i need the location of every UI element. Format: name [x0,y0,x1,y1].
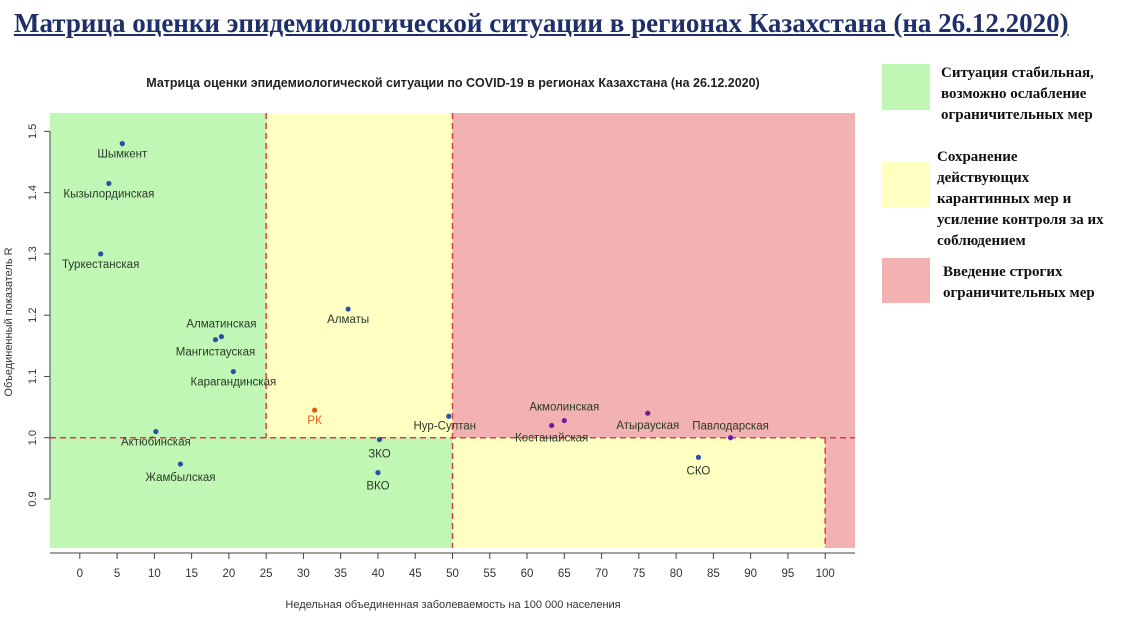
x-tick-label: 20 [222,568,235,580]
threshold-lines [50,113,855,548]
data-point [376,436,383,443]
data-point-label: Карагандинская [191,377,277,389]
legend-line: карантинных мер и [937,191,1072,207]
legend-swatch-yellow [882,162,930,208]
x-tick-label: 55 [483,568,496,580]
x-tick-label: 85 [707,568,720,580]
x-tick-label: 35 [334,568,347,580]
data-point-label: ЗКО [368,449,391,461]
data-point-label: Мангистауская [176,347,256,359]
data-point [549,422,555,429]
data-point [230,368,236,375]
legend-text-red: Введение строгих ограничительных мер [943,262,1095,304]
data-point-label: Костанайская [515,432,588,444]
y-tick-label: 1.5 [27,124,39,139]
x-tick-label: 100 [816,568,835,580]
data-points: Шымкент Кызылординская Туркестанская Алматы… [62,141,769,493]
x-tick-label: 10 [148,568,161,580]
zone-green-upper [50,113,267,438]
data-point-label: СКО [687,465,711,477]
data-point [106,180,112,187]
zone-yellow-upper [266,113,453,438]
legend-line: соблюдением [937,233,1026,249]
legend-line: усиление контроля за их [937,212,1104,228]
legend-line: действующих [937,170,1030,186]
data-point-label: Туркестанская [62,259,139,271]
x-tick-label: 40 [372,568,385,580]
zone-yellow-lower [452,437,826,548]
x-tick-label: 50 [446,568,459,580]
x-tick-label: 45 [409,568,422,580]
data-point-label: Атырауская [616,420,679,432]
legend-line: ограничительных мер [941,107,1093,123]
legend-text-yellow: Сохранение действующих карантинных мер и… [937,147,1104,252]
data-point [218,334,225,340]
data-point-label: РК [307,415,322,427]
legend-text-green: Ситуация стабильная, возможно ослабление… [941,63,1094,126]
y-tick-label: 0.9 [27,491,39,506]
scatter-chart: Матрица оценки эпидемиологической ситуац… [3,76,855,611]
zone-backgrounds [50,113,855,548]
data-point [375,470,381,476]
data-point [177,461,184,467]
x-tick-label: 0 [77,568,83,580]
data-point [561,417,567,424]
x-axis: 0 5 10 15 20 25 30 35 40 45 50 55 60 65 70 75 80 85 90 95 10… [50,552,855,580]
zone-green-lower [50,437,453,548]
data-point [212,337,219,343]
data-point-label: Акмолинская [529,402,599,414]
page-title: Матрица оценки эпидемиологической ситуац… [14,8,1069,38]
x-tick-label: 30 [297,568,310,580]
y-axis: 0.9 1.0 1.1 1.2 1.3 1.4 1.5 [27,124,51,507]
data-point-label: Алматинская [186,319,256,331]
data-point [119,141,125,147]
x-tick-label: 90 [744,568,757,580]
x-tick-label: 15 [185,568,198,580]
x-tick-label: 80 [670,568,683,580]
y-axis-label: Объединенный показатель R [3,247,15,396]
chart-title: Матрица оценки эпидемиологической ситуац… [146,76,759,90]
x-tick-label: 70 [595,568,608,580]
y-tick-label: 1.4 [27,185,39,200]
data-point-label: Актюбинская [121,437,191,449]
data-point-label: Алматы [327,314,369,326]
data-point [98,251,104,257]
x-axis-label: Недельная объединенная заболеваемость на… [285,599,620,611]
legend-line: Сохранение [937,149,1018,165]
x-tick-label: 65 [558,568,571,580]
legend-swatch-red [882,258,930,303]
x-tick-label: 60 [521,568,534,580]
data-point [153,428,159,435]
data-point-label: Кызылординская [63,188,154,200]
y-tick-label: 1.0 [27,430,39,445]
data-point-label: Жамбылская [145,472,215,484]
x-tick-label: 95 [782,568,795,580]
data-point [312,407,318,413]
data-point [645,410,651,416]
y-tick-label: 1.3 [27,246,39,261]
x-tick-label: 25 [260,568,273,580]
data-point-label: Нур-Султан [413,420,476,432]
x-tick-label: 5 [114,568,120,580]
x-tick-label: 75 [632,568,645,580]
data-point-label: Павлодарская [692,421,769,433]
data-point-label: ВКО [366,481,389,493]
data-point-label: Шымкент [97,149,148,161]
data-point [446,413,452,419]
legend-line: возможно ослабление [941,86,1087,102]
y-tick-label: 1.1 [27,369,39,384]
legend-line: Введение строгих [943,264,1063,280]
y-tick-label: 1.2 [27,308,39,323]
data-point [695,454,702,460]
data-point [727,435,734,441]
legend-swatch-green [882,64,930,110]
legend-line: ограничительных мер [943,285,1095,301]
data-point [345,306,351,312]
legend-line: Ситуация стабильная, [941,65,1094,81]
